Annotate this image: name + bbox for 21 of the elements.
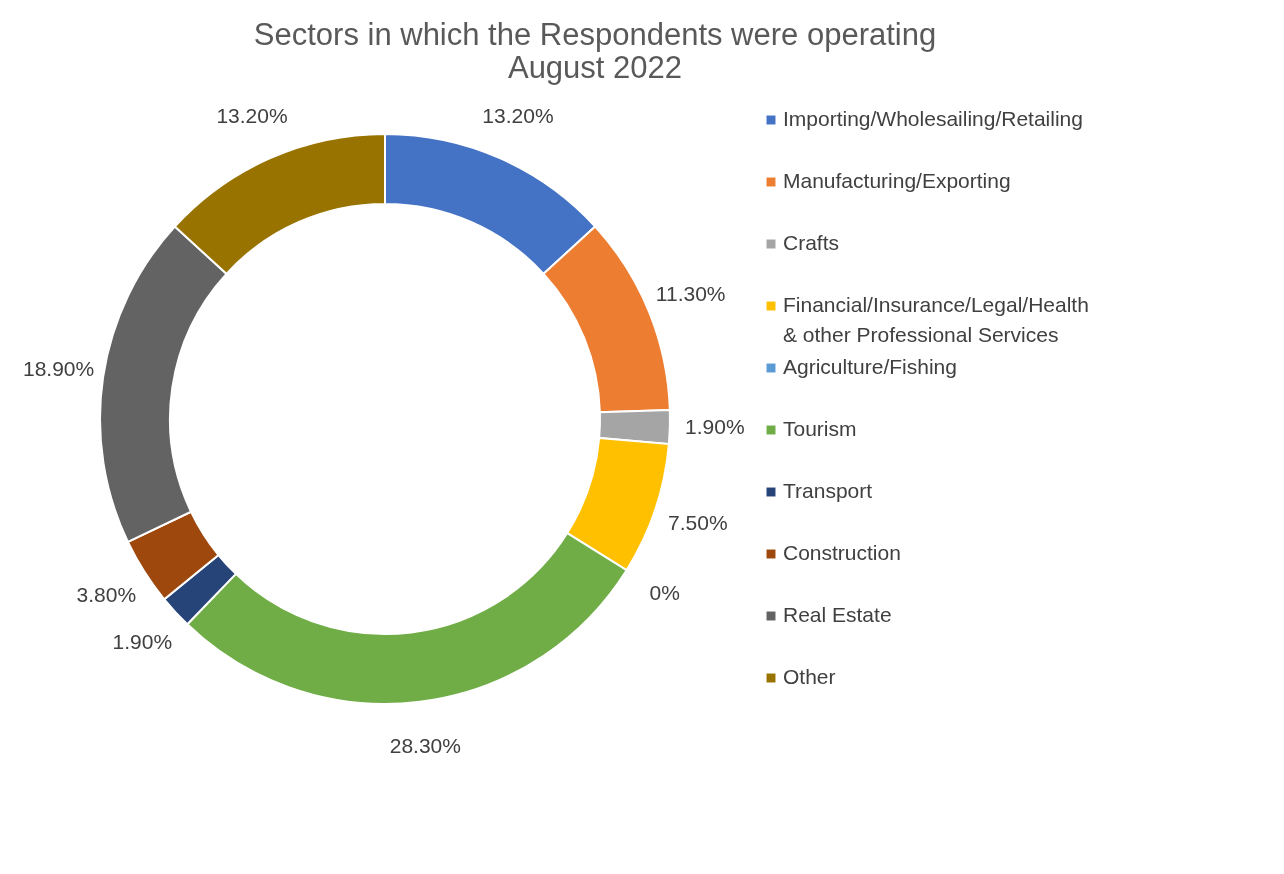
data-label: 13.20% xyxy=(482,103,554,127)
legend-label: Manufacturing/Exporting xyxy=(783,169,1011,192)
data-label: 13.20% xyxy=(216,103,288,127)
data-label: 7.50% xyxy=(668,510,728,534)
data-label: 28.30% xyxy=(389,733,461,757)
legend-label: Importing/Wholesailing/Retailing xyxy=(783,107,1083,130)
data-label: 3.80% xyxy=(76,582,137,606)
text: 0% xyxy=(649,581,680,605)
legend-label: Crafts xyxy=(783,231,840,254)
legend-label: Transport xyxy=(783,479,873,502)
data-label: 1.90% xyxy=(112,629,173,653)
legend-label: Construction xyxy=(783,541,901,564)
data-label: 18.90% xyxy=(22,357,95,381)
legend-label: Agriculture/Fishing xyxy=(783,355,957,378)
text: Sectors in which the Respondents were operating xyxy=(253,17,937,52)
data-label: 1.90% xyxy=(685,415,745,439)
data-label: 11.30% xyxy=(655,281,726,305)
legend-label: Financial/Insurance/Legal/Health & other Professional Services xyxy=(783,293,1089,346)
legend-label: Other xyxy=(783,665,836,688)
legend-label: Tourism xyxy=(783,417,857,440)
legend-label: Real Estate xyxy=(783,603,892,626)
